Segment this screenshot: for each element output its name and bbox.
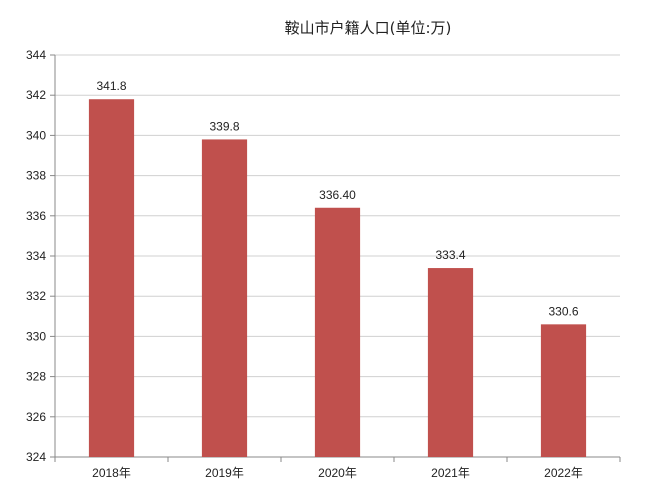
data-labels: 341.8 339.8 336.40 333.4 330.6 (96, 79, 578, 318)
y-tick-label: 336 (26, 209, 46, 223)
data-label: 339.8 (209, 119, 239, 133)
y-tick-label: 324 (26, 450, 46, 464)
x-tick-label: 2019年 (205, 466, 244, 480)
bar (88, 99, 135, 457)
bar (540, 324, 587, 457)
x-axis-ticks: 2018年 2019年 2020年 2021年 2022年 (54, 457, 621, 480)
y-tick-label: 326 (26, 410, 46, 424)
chart-title: 鞍山市户籍人口(单位:万) (285, 19, 452, 37)
bar (427, 268, 474, 457)
x-tick-label: 2022年 (544, 466, 583, 480)
data-label: 333.4 (435, 248, 465, 262)
y-tick-label: 338 (26, 169, 46, 183)
y-tick-label: 340 (26, 128, 46, 142)
x-tick-label: 2021年 (431, 466, 470, 480)
data-label: 336.40 (319, 188, 356, 202)
y-tick-label: 332 (26, 289, 46, 303)
y-tick-label: 328 (26, 370, 46, 384)
y-axis-ticks: 324 326 328 330 332 334 336 338 340 342 344 (26, 48, 55, 464)
bars (88, 99, 587, 458)
data-label: 341.8 (96, 79, 126, 93)
y-tick-label: 342 (26, 88, 46, 102)
bar (314, 207, 361, 457)
data-label: 330.6 (548, 304, 578, 318)
y-tick-label: 344 (26, 48, 46, 62)
y-tick-label: 334 (26, 249, 46, 263)
y-tick-label: 330 (26, 329, 46, 343)
x-tick-label: 2020年 (318, 466, 357, 480)
x-tick-label: 2018年 (92, 466, 131, 480)
bar (201, 139, 248, 458)
